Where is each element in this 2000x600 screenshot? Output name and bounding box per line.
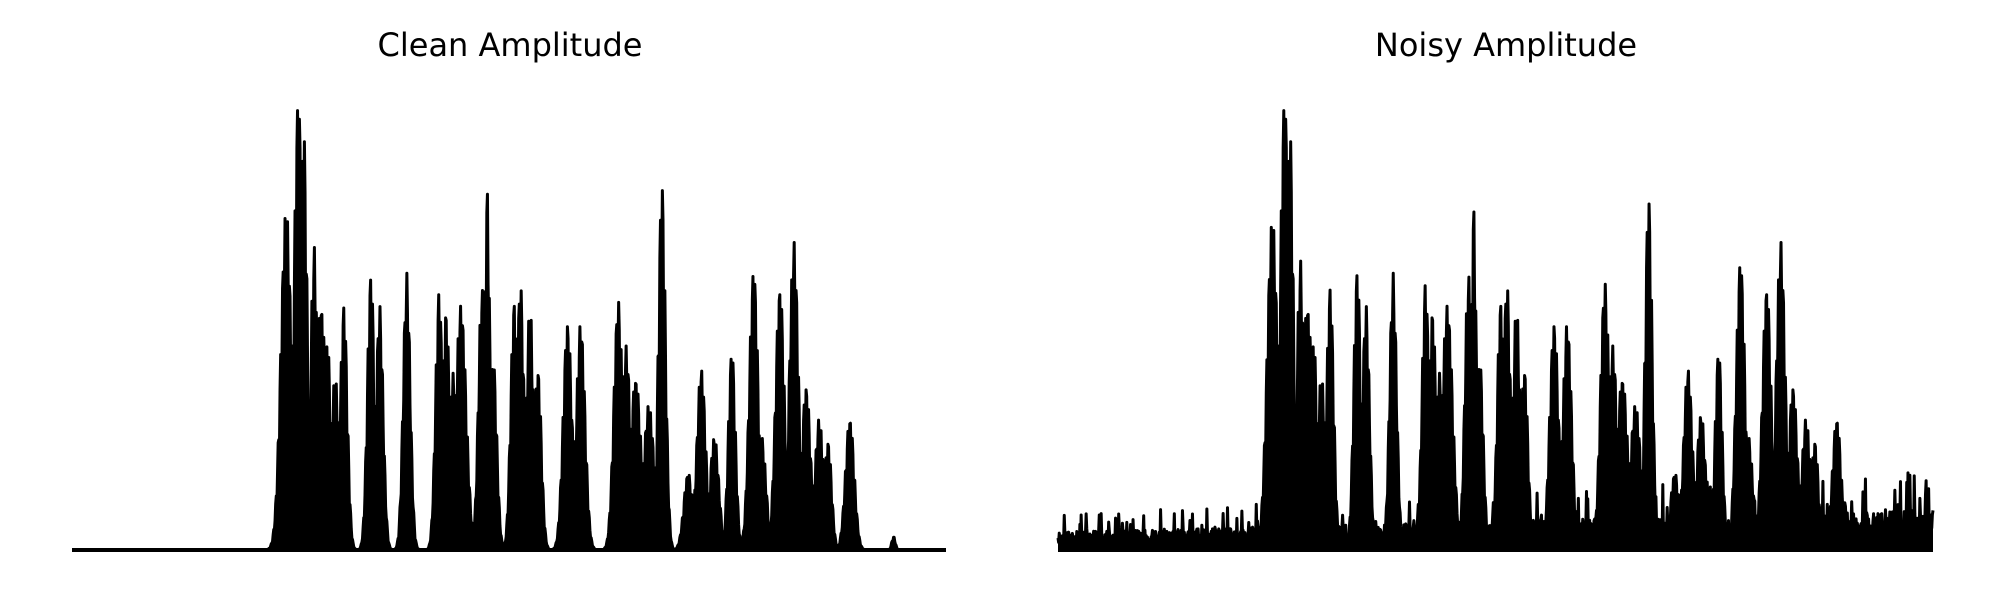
chart-title-noisy: Noisy Amplitude — [1374, 26, 1638, 64]
clean-amplitude-panel — [71, 109, 947, 552]
amplitude-area-0 — [72, 110, 946, 551]
amplitude-series-line-0 — [71, 109, 947, 552]
chart-title-clean: Clean Amplitude — [377, 26, 643, 64]
amplitude-series-line-1 — [1056, 109, 1935, 546]
noisy-amplitude-panel — [1056, 109, 1935, 552]
amplitude-area-1 — [1058, 110, 1933, 551]
